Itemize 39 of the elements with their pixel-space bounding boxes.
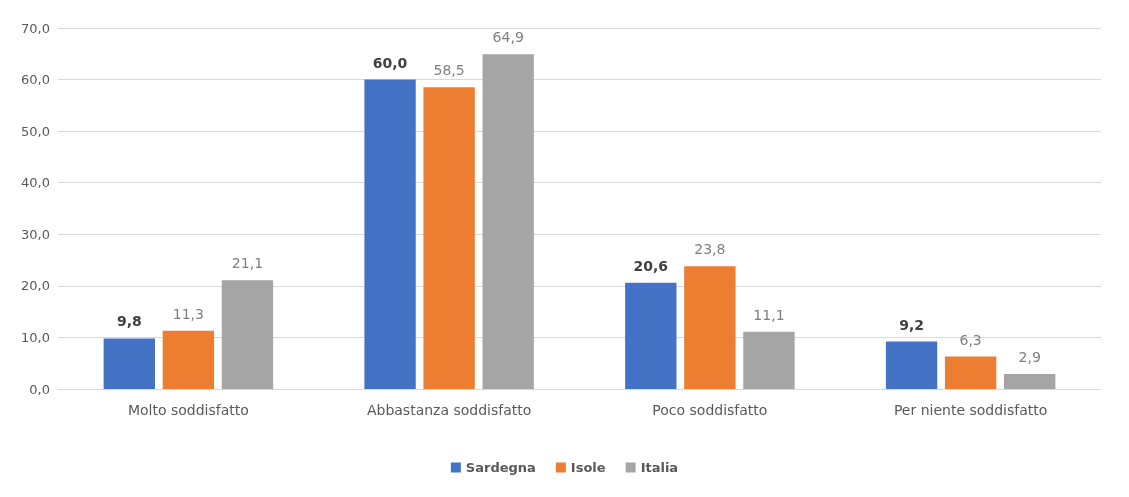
y-tick-label: 40,0 — [21, 175, 50, 191]
bar — [885, 341, 938, 389]
legend-label: Sardegna — [465, 460, 536, 475]
data-label: 11,3 — [172, 305, 204, 322]
y-tick-label: 70,0 — [21, 20, 50, 36]
x-tick-label: Poco soddisfatto — [652, 402, 768, 418]
data-label: 6,3 — [959, 331, 982, 348]
x-tick-label: Per niente soddisfatto — [893, 402, 1048, 418]
data-label: 64,9 — [492, 29, 524, 46]
bar — [103, 338, 155, 389]
bar — [684, 266, 736, 389]
data-label: 2,9 — [1018, 349, 1041, 366]
bar — [364, 79, 416, 389]
y-tick-label: 10,0 — [21, 329, 50, 345]
legend-label: Italia — [640, 460, 679, 475]
bar — [423, 87, 475, 389]
y-tick-label: 60,0 — [21, 72, 50, 88]
data-label: 9,8 — [116, 313, 142, 330]
bar — [162, 330, 215, 389]
y-tick-label: 50,0 — [21, 123, 50, 139]
y-tick-label: 0,0 — [29, 381, 50, 397]
data-label: 21,1 — [231, 255, 264, 272]
legend-label: Isole — [570, 460, 606, 475]
x-tick-label: Molto soddisfatto — [127, 402, 249, 418]
bar — [944, 356, 997, 389]
bar — [482, 54, 534, 389]
data-label: 11,1 — [753, 306, 785, 323]
bar — [221, 280, 274, 389]
data-label: 9,2 — [899, 316, 924, 333]
y-tick-label: 30,0 — [21, 226, 50, 242]
bar — [625, 282, 677, 389]
data-label: 20,6 — [633, 257, 669, 274]
bar — [743, 331, 795, 389]
data-label: 60,0 — [372, 54, 408, 71]
bar — [1004, 374, 1056, 389]
data-label: 58,5 — [433, 62, 465, 79]
data-label: 23,8 — [694, 241, 726, 258]
y-tick-label: 20,0 — [21, 278, 50, 294]
x-tick-label: Abbastanza soddisfatto — [366, 402, 532, 418]
